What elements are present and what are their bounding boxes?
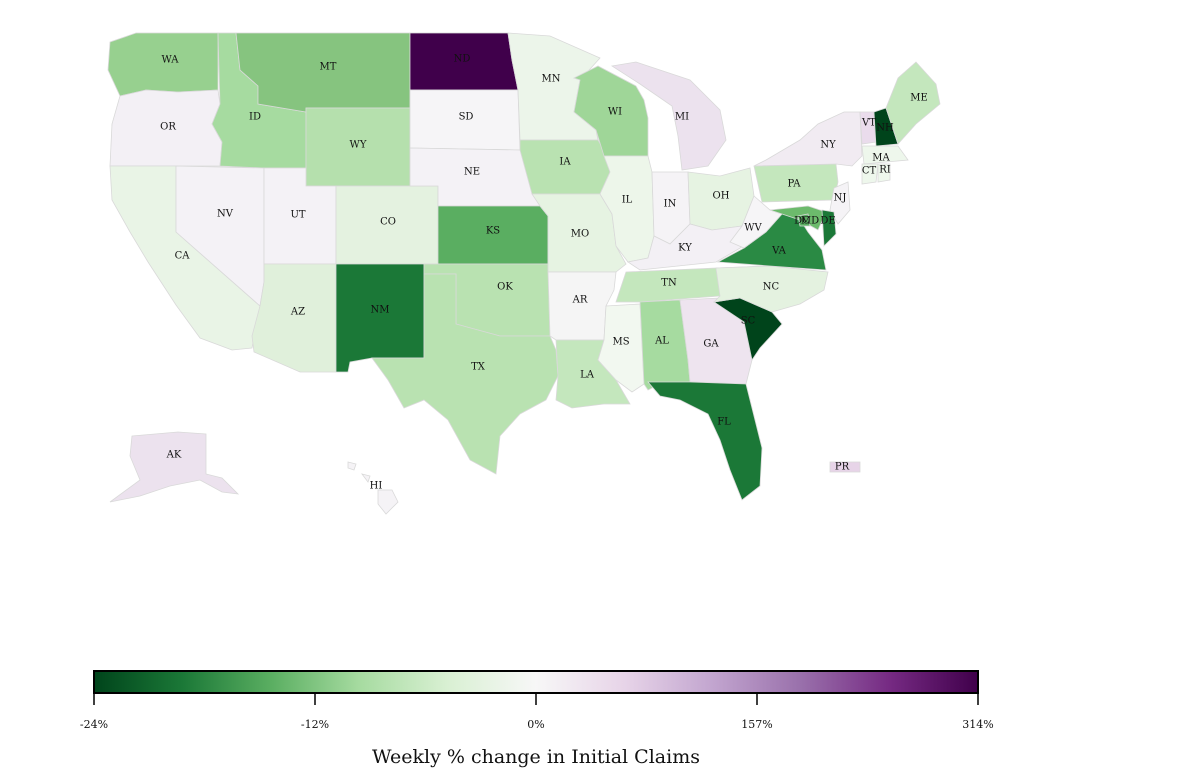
state-label-dc: DC bbox=[794, 216, 810, 227]
legend-ticks: -24% -12% 0% 157% 314% bbox=[80, 693, 994, 731]
state-label-tx: TX bbox=[471, 362, 486, 373]
state-label-ct: CT bbox=[862, 166, 877, 177]
color-legend: -24% -12% 0% 157% 314% Weekly % change in In… bbox=[80, 670, 994, 768]
state-dc bbox=[797, 213, 811, 227]
state-label-pa: PA bbox=[787, 179, 801, 190]
state-label-me: ME bbox=[910, 93, 928, 104]
state-label-fl: FL bbox=[717, 417, 731, 428]
state-ny bbox=[753, 111, 863, 167]
state-label-nj: NJ bbox=[834, 193, 847, 204]
state-label-ks: KS bbox=[486, 226, 500, 237]
state-label-wv: WV bbox=[744, 223, 762, 234]
state-label-ia: IA bbox=[559, 157, 571, 168]
state-nm bbox=[335, 263, 425, 373]
state-label-wa: WA bbox=[161, 55, 179, 66]
state-nj bbox=[829, 181, 851, 225]
state-label-ak: AK bbox=[166, 450, 182, 461]
state-label-in: IN bbox=[664, 199, 677, 210]
legend-tick-label: 314% bbox=[962, 718, 993, 731]
state-label-wy: WY bbox=[350, 140, 367, 151]
state-wv bbox=[729, 195, 783, 249]
state-label-de: DE bbox=[820, 216, 835, 227]
state-label-co: CO bbox=[380, 217, 396, 228]
state-fl bbox=[647, 381, 763, 501]
state-label-ga: GA bbox=[703, 339, 719, 350]
legend-tick-label: 0% bbox=[527, 718, 544, 731]
state-label-nd: ND bbox=[454, 54, 471, 65]
state-ak bbox=[109, 431, 240, 503]
state-tx bbox=[371, 273, 559, 475]
state-az bbox=[251, 263, 337, 373]
state-label-va: VA bbox=[771, 246, 787, 257]
state-label-nh: NH bbox=[876, 123, 894, 134]
state-mi bbox=[610, 61, 727, 171]
state-label-ky: KY bbox=[678, 243, 692, 254]
state-label-mo: MO bbox=[571, 229, 589, 240]
state-label-tn: TN bbox=[661, 278, 677, 289]
state-label-sc: SC bbox=[741, 316, 756, 327]
legend-colorbar bbox=[93, 670, 979, 694]
legend-tick-label: 157% bbox=[741, 718, 772, 731]
state-label-vt: VT bbox=[861, 118, 876, 129]
state-label-la: LA bbox=[580, 370, 595, 381]
legend-tick-label: -24% bbox=[80, 718, 108, 731]
state-label-nv: NV bbox=[217, 209, 234, 220]
state-label-ut: UT bbox=[290, 210, 305, 221]
state-label-nm: NM bbox=[371, 305, 390, 316]
state-label-ar: AR bbox=[572, 295, 588, 306]
state-label-md: MD bbox=[801, 216, 819, 227]
state-label-oh: OH bbox=[713, 191, 730, 202]
state-label-sd: SD bbox=[459, 112, 474, 123]
state-de bbox=[821, 209, 837, 247]
state-label-mt: MT bbox=[320, 62, 337, 73]
state-label-ri: RI bbox=[879, 165, 891, 176]
state-label-ma: MA bbox=[872, 153, 890, 164]
state-pr bbox=[829, 461, 861, 473]
state-label-hi: HI bbox=[370, 481, 383, 492]
state-label-az: AZ bbox=[290, 307, 305, 318]
state-label-ne: NE bbox=[464, 167, 480, 178]
state-label-ca: CA bbox=[175, 251, 191, 262]
state-ma bbox=[861, 145, 909, 165]
state-label-ny: NY bbox=[820, 140, 836, 151]
state-label-mi: MI bbox=[675, 112, 689, 123]
states-layer bbox=[107, 32, 941, 515]
state-labels-layer: WA OR CA ID NV MT WY UT CO AZ NM ND SD NE KS OK TX MN IA MO… bbox=[160, 54, 928, 492]
state-label-or: OR bbox=[160, 122, 176, 133]
state-ct bbox=[861, 163, 879, 185]
state-hi bbox=[347, 461, 399, 515]
legend-tick-label: -12% bbox=[301, 718, 329, 731]
state-label-nc: NC bbox=[763, 282, 780, 293]
state-mt bbox=[235, 32, 411, 113]
state-label-pr: PR bbox=[835, 462, 850, 473]
state-me bbox=[885, 61, 941, 145]
state-label-id: ID bbox=[249, 112, 261, 123]
state-ri bbox=[877, 163, 891, 183]
state-label-il: IL bbox=[622, 195, 633, 206]
legend-title: Weekly % change in Initial Claims bbox=[372, 746, 700, 768]
state-label-ok: OK bbox=[497, 282, 513, 293]
state-label-mn: MN bbox=[542, 74, 561, 85]
state-label-al: AL bbox=[654, 336, 669, 347]
state-nc bbox=[712, 265, 829, 313]
state-label-ms: MS bbox=[612, 337, 629, 348]
state-label-wi: WI bbox=[608, 107, 622, 118]
